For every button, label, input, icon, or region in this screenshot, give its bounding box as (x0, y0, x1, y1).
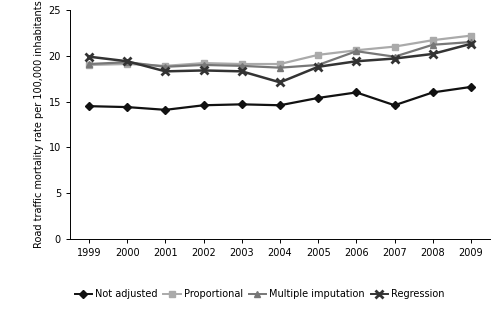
Legend: Not adjusted, Proportional, Multiple imputation, Regression: Not adjusted, Proportional, Multiple imp… (70, 285, 448, 303)
Y-axis label: Road traffic mortality rate per 100,000 inhabitants: Road traffic mortality rate per 100,000 … (34, 1, 44, 248)
